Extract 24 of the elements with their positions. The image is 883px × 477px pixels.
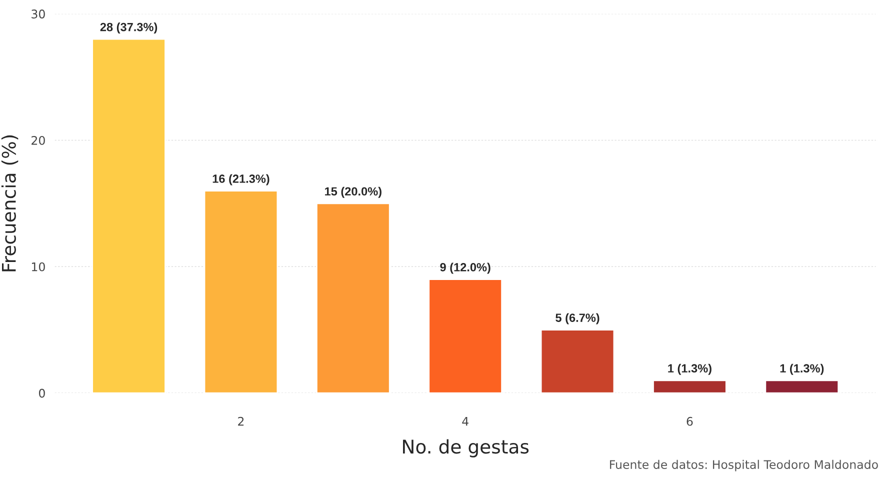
x-tick-label: 2: [238, 416, 244, 426]
bar: [764, 380, 840, 394]
data-label: 5 (6.7%): [556, 313, 600, 324]
y-tick-label: 0: [38, 388, 45, 398]
bar: [316, 202, 390, 394]
bar: [540, 329, 615, 394]
data-label: 1 (1.3%): [668, 364, 712, 375]
bar: [652, 380, 727, 394]
y-tick-label: 20: [32, 136, 45, 145]
data-label: 16 (21.3%): [212, 174, 270, 186]
y-axis-title: Frecuencia (%): [1, 135, 18, 272]
y-tick-label: 10: [32, 262, 45, 272]
data-label: 28 (37.3%): [100, 22, 158, 34]
data-label: 1 (1.3%): [780, 364, 824, 375]
bar: [428, 278, 502, 394]
bar: [92, 38, 166, 394]
source-note: Fuente de datos: Hospital Teodoro Maldonado: [610, 460, 878, 472]
x-tick-label: 6: [686, 416, 693, 426]
bar: [204, 190, 278, 394]
y-tick-label: 30: [32, 10, 45, 18]
x-tick-label: 4: [462, 417, 468, 426]
x-axis-title: No. de gestas: [403, 439, 529, 458]
data-label: 9 (12.0%): [440, 262, 490, 274]
data-label: 15 (20.0%): [325, 186, 382, 198]
